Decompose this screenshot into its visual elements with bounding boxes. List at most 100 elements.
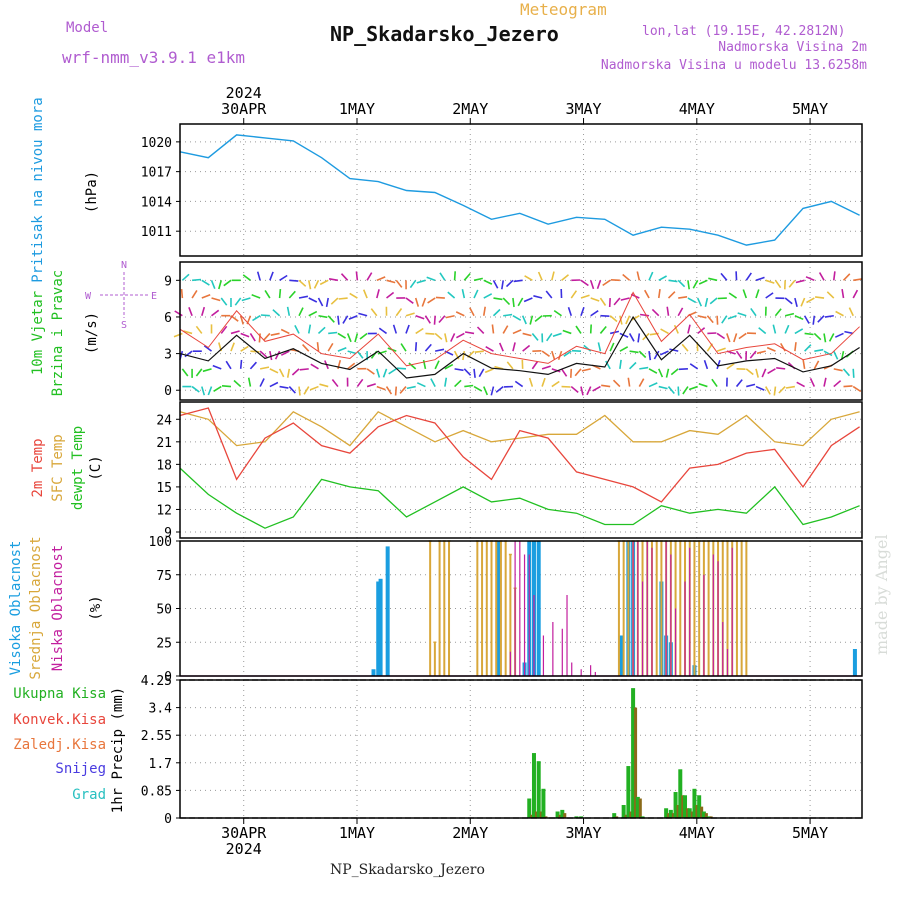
wind-arrow: [201, 294, 211, 299]
low-cloud-bar: [641, 581, 644, 676]
wind-arrow: [298, 295, 309, 299]
wind-arrow: [843, 385, 853, 388]
wind-arrow: [221, 385, 232, 388]
wind-arrow: [597, 342, 602, 352]
wind-arrow: [785, 385, 796, 389]
wind-arrow: [590, 310, 599, 317]
clouds-unit-label: (%): [88, 595, 104, 620]
wind-arrow: [706, 315, 714, 324]
wind-arrow: [313, 279, 320, 289]
wind-arrow: [174, 310, 183, 317]
product-title: Meteogram: [520, 0, 607, 19]
wind-arrow: [639, 366, 649, 370]
wind-arrow: [758, 327, 767, 335]
wind-arrow: [462, 351, 466, 361]
wind-arrow: [239, 315, 244, 325]
wind-arrow: [376, 276, 386, 282]
wind-arrow: [800, 297, 806, 307]
wind-arrow: [628, 333, 635, 342]
wind-arrow: [327, 315, 335, 323]
total-precip-bar: [631, 688, 636, 818]
high-cloud-axis-title: Visoka Oblacnost: [8, 541, 24, 676]
wind-arrow: [405, 324, 410, 334]
wind-arrow: [308, 297, 318, 303]
total-precip-bar: [555, 811, 560, 818]
wind-arrow: [242, 274, 251, 281]
wind-arrow: [551, 380, 560, 388]
wind-arrow: [716, 347, 726, 352]
wind-arrow: [395, 279, 403, 288]
wind-arrow: [445, 314, 455, 319]
wind-arrow: [803, 315, 810, 324]
wind-arrow: [804, 344, 812, 352]
wind-arrow: [636, 271, 641, 281]
wind-arrow: [408, 362, 417, 370]
wind-arrow: [495, 385, 504, 393]
wind-arrow: [259, 350, 268, 358]
y-tick-label: 3: [164, 348, 172, 363]
wind-arrow: [756, 350, 766, 355]
wind-arrow: [602, 279, 611, 287]
wind-arrow: [561, 274, 570, 281]
wind-arrow: [648, 271, 654, 281]
wind-arrow: [669, 348, 679, 352]
wind-arrow: [524, 275, 533, 282]
wind-arrow: [485, 346, 494, 352]
chart-panels: 1011 1014 1017 1020 0 3 6 9 9 12 15 18 21 24 0 25 50 75 10…: [141, 123, 863, 827]
wind-arrow: [765, 279, 775, 284]
sfc-temp-line: [179, 410, 860, 447]
low-cloud-bar: [651, 547, 653, 676]
wind-arrow: [434, 360, 440, 370]
wind-arrow: [651, 308, 660, 317]
wind-arrow: [605, 360, 611, 370]
wind-arrow: [780, 343, 786, 352]
conv-precip-bar: [563, 813, 567, 818]
wind-arrow: [358, 312, 368, 317]
wind-arrow: [454, 368, 464, 372]
y-tick-label: 24: [156, 413, 172, 428]
wind-arrow: [400, 343, 407, 352]
total-precip-bar: [701, 811, 706, 818]
wind-arrow: [667, 386, 675, 395]
wind-arrow: [613, 297, 621, 306]
wind-arrow: [805, 276, 815, 282]
wind-arrow: [802, 359, 806, 369]
wind-arrow: [667, 291, 676, 299]
wind-arrow: [249, 333, 256, 342]
wind-arrow: [812, 315, 816, 325]
wind-arrow: [289, 279, 299, 282]
wind-arrow: [359, 332, 368, 340]
y-tick-label: 2.55: [141, 729, 172, 744]
wind-arrow: [817, 315, 825, 323]
wind-arrow: [430, 378, 436, 387]
wind-arrow: [523, 297, 533, 303]
wind-arrow: [653, 350, 660, 360]
wind-arrow: [774, 308, 782, 317]
wind-arrow: [659, 350, 669, 356]
low-cloud-bar: [509, 651, 511, 676]
wind-arrow: [203, 345, 213, 352]
wind-arrow: [492, 279, 499, 289]
t2m-temp-line: [179, 407, 860, 503]
wind-arrow: [784, 297, 793, 305]
clouds-panel-frame: [179, 540, 863, 677]
wind-arrow: [823, 350, 833, 357]
wind-arrow: [201, 279, 210, 286]
wind-arrow: [347, 350, 357, 355]
wind-arrow: [828, 333, 835, 342]
conv-precip-bar: [690, 811, 694, 818]
wind-arrow: [378, 327, 388, 335]
wind-arrow: [586, 386, 592, 396]
wind-arrow: [207, 386, 213, 396]
wind-arrow: [619, 359, 622, 369]
wind-arrow: [259, 366, 270, 370]
wind-arrow: [512, 342, 516, 352]
wind-arrow: [414, 342, 418, 352]
wind-arrow: [720, 272, 728, 281]
wind-arrow: [181, 273, 190, 281]
wind-arrow: [599, 297, 607, 306]
conv-precip-bar: [676, 805, 680, 818]
pressure-axis-title: Pritisak na nivou mora: [30, 97, 46, 282]
wind-arrow: [599, 325, 607, 334]
